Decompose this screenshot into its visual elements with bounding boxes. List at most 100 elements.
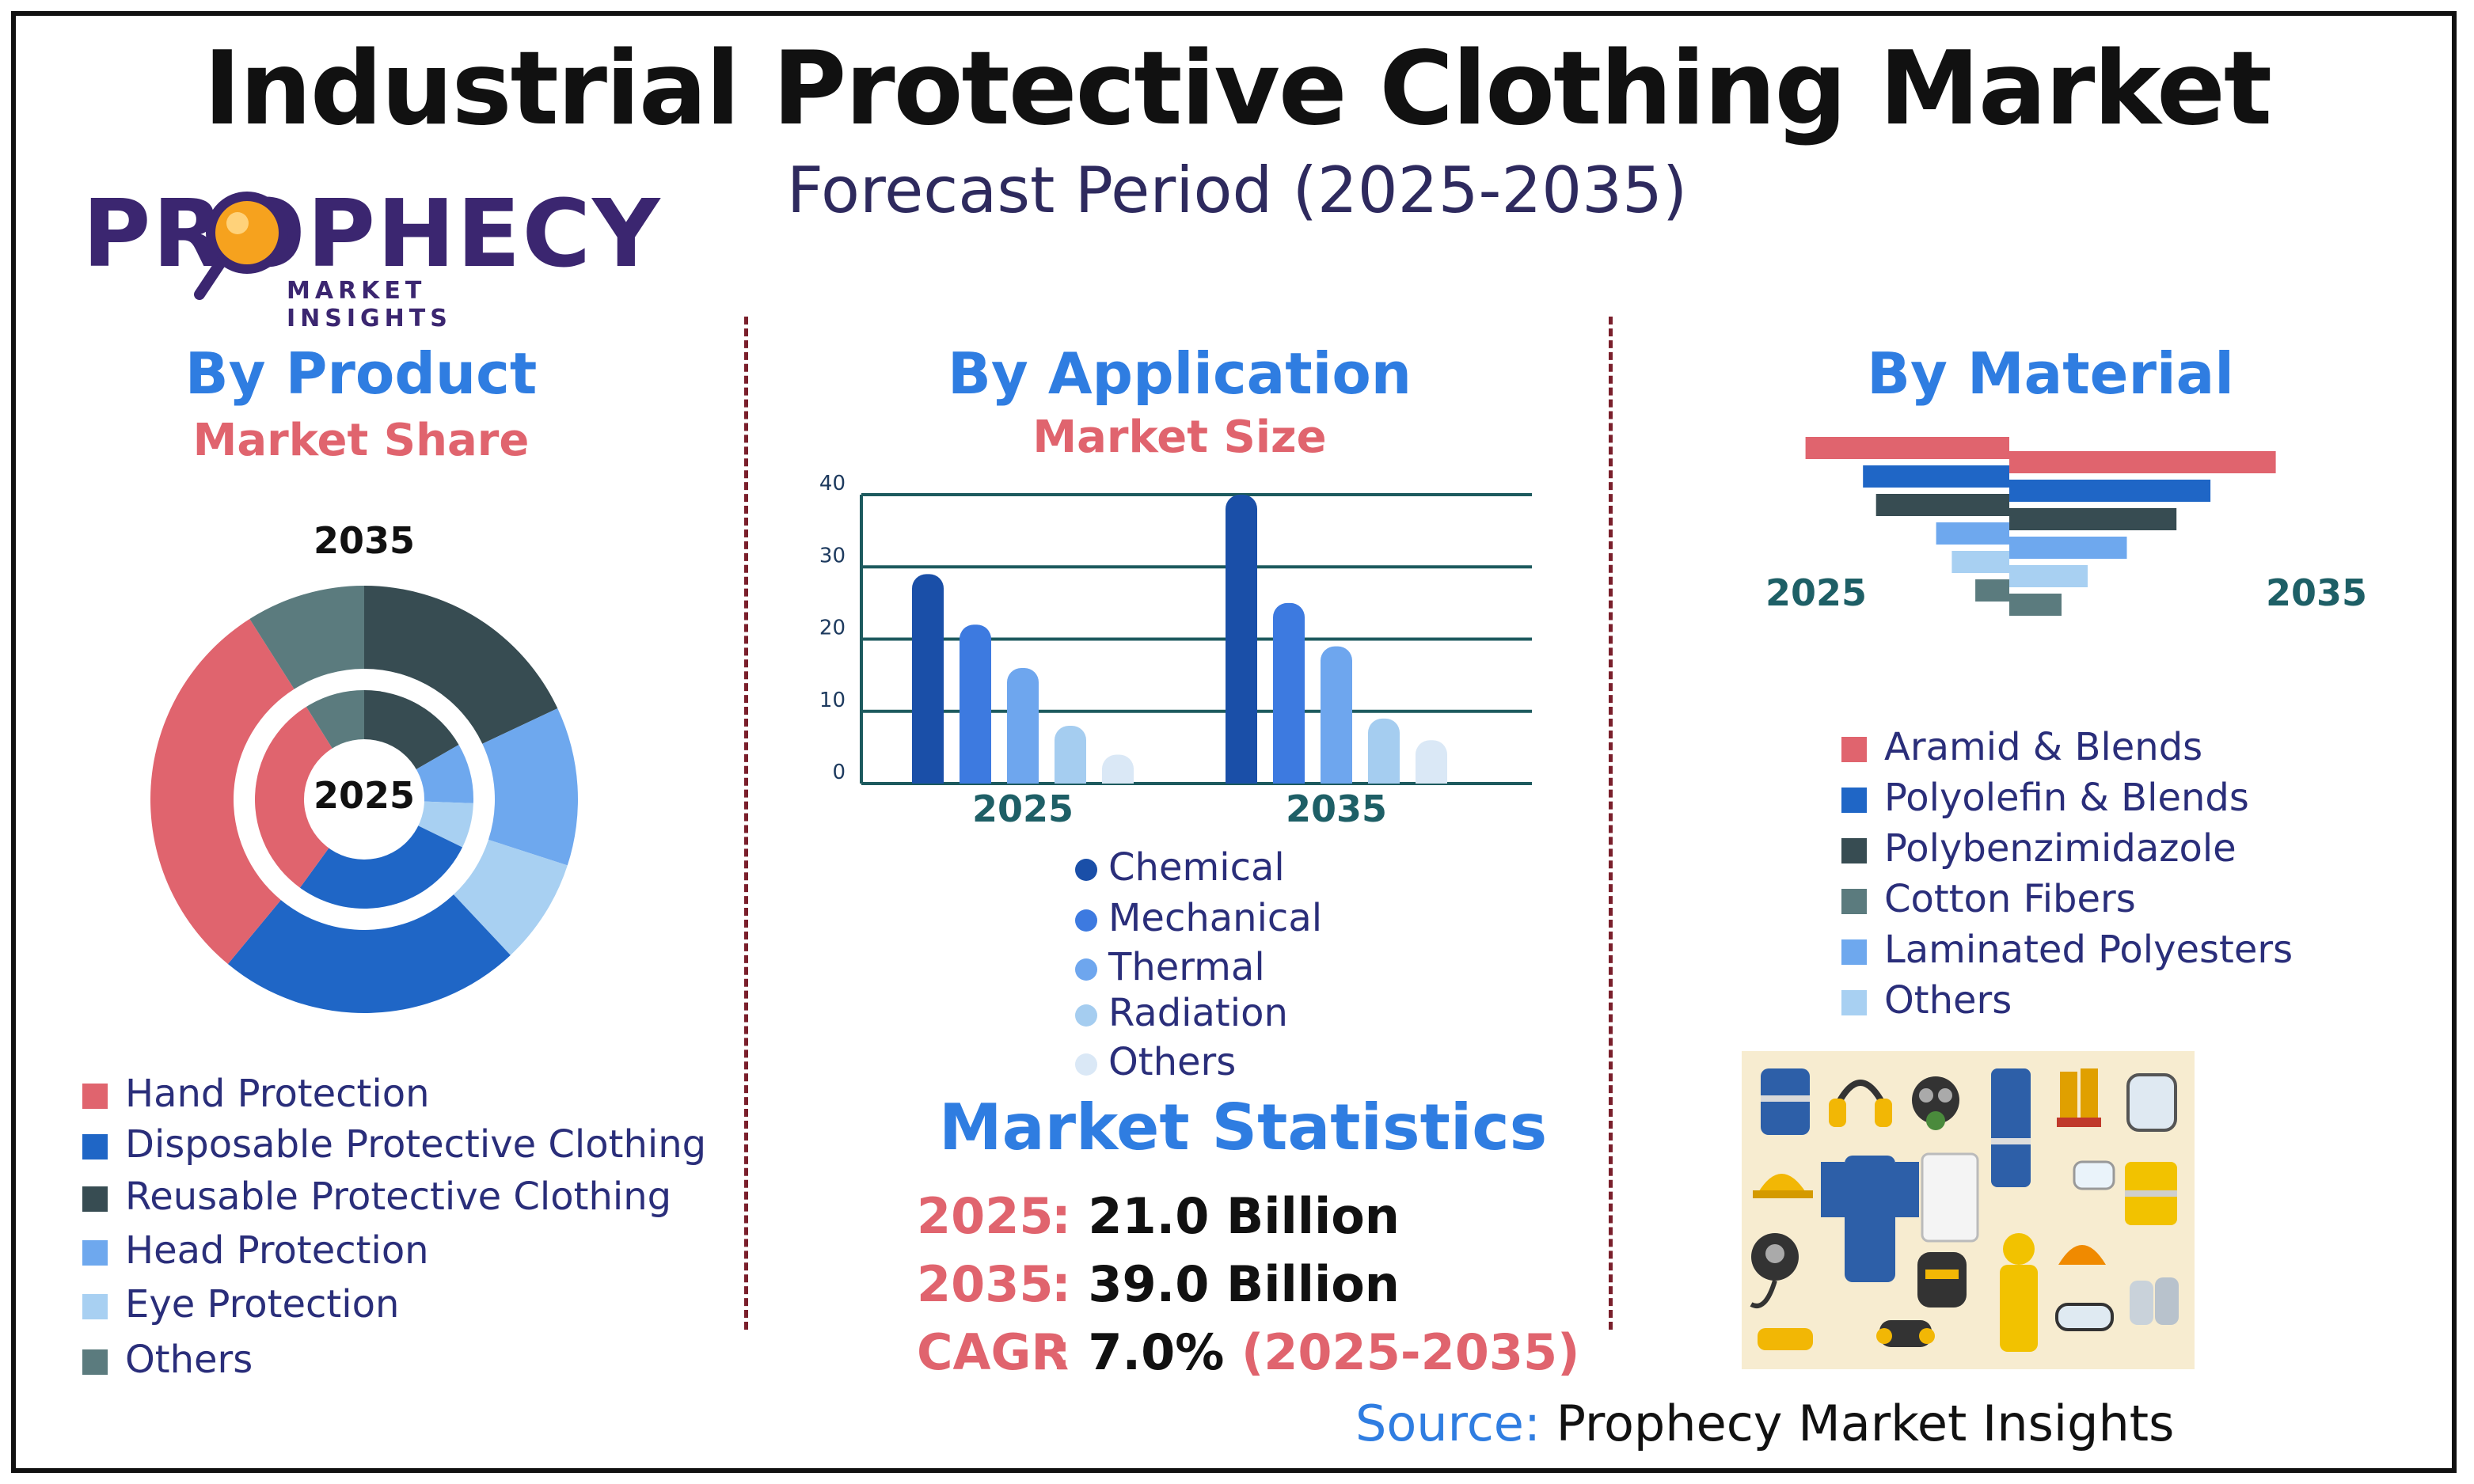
legend-item-radiation: Radiation	[1075, 989, 1288, 1037]
legend-label: Aramid & Blends	[1884, 725, 2203, 769]
section-divider-left	[744, 317, 748, 1330]
bar-thermal-2035	[1321, 646, 1352, 784]
stat-row-cagr: CAGR: 7.0% (2025-2035)	[917, 1323, 1579, 1381]
half-mask-respirator-icon	[1876, 1320, 1935, 1347]
section-divider-right	[1609, 317, 1613, 1330]
outer-ring-2035-slice-hand-protection	[150, 619, 295, 965]
bar-base-others-2025	[1102, 768, 1134, 784]
legend-item-chemical: Chemical	[1075, 844, 1285, 891]
outer-ring-2035-slice-disposable-protective-clothing	[227, 894, 511, 1013]
bar-2025-others	[1975, 579, 2009, 602]
legend-item-hand-protection: Hand Protection	[82, 1070, 430, 1118]
bar-2025-laminated-polyesters	[1951, 551, 2009, 573]
legend-label: Disposable Protective Clothing	[125, 1122, 707, 1167]
legend-swatch	[82, 1186, 108, 1212]
page-subtitle: Forecast Period (2025-2035)	[786, 154, 1688, 227]
stat-colon: :	[1051, 1255, 1071, 1313]
source-citation: Source: Prophecy Market Insights	[1355, 1395, 2174, 1452]
stat-row-2035: 2035: 39.0 Billion	[917, 1255, 1400, 1313]
coverall-icon	[1821, 1156, 1919, 1282]
stat-value: 39.0 Billion	[1088, 1255, 1400, 1313]
bar-base-radiation-2035	[1368, 768, 1400, 784]
stat-colon: :	[1051, 1323, 1071, 1381]
legend-swatch	[82, 1294, 108, 1319]
source-label: Source:	[1355, 1395, 1541, 1452]
application-legend: Chemical Mechanical Thermal Radiation Ot…	[1075, 844, 1392, 1097]
material-left-year-label: 2025	[1765, 571, 1868, 614]
x-tick-label-2025: 2025	[972, 788, 1074, 830]
legend-item-eye-protection: Eye Protection	[82, 1281, 399, 1328]
stat-colon: :	[1051, 1187, 1071, 1245]
legend-swatch	[1841, 788, 1867, 813]
y-tick-label: 20	[819, 617, 846, 640]
bar-thermal-2025	[1007, 668, 1039, 784]
donut-outer-year-label: 2035	[313, 519, 416, 562]
legend-swatch	[1841, 939, 1867, 965]
legend-label: Others	[1884, 978, 2012, 1023]
legend-dot	[1075, 909, 1097, 932]
legend-swatch	[82, 1349, 108, 1375]
gloves-icon	[1758, 1277, 2179, 1350]
bar-mechanical-2025	[960, 624, 991, 784]
y-tick-label: 40	[819, 472, 846, 495]
stat-key: CAGR	[917, 1323, 1070, 1381]
legend-swatch	[1841, 889, 1867, 914]
material-legend: Aramid & Blends Polyolefin & Blends Poly…	[1841, 723, 2316, 1040]
legend-item-head-protection: Head Protection	[82, 1227, 429, 1274]
donut-inner-year-label: 2025	[313, 774, 416, 817]
stat-value: 7.0%	[1088, 1323, 1225, 1381]
bar-base-mechanical-2025	[960, 768, 991, 784]
gas-mask-icon	[1912, 1076, 1959, 1130]
orange-hard-hat-icon	[2058, 1245, 2106, 1265]
safety-vest-icon	[1761, 1068, 1810, 1135]
bar-base-chemical-2025	[912, 768, 944, 784]
legend-label: Hand Protection	[125, 1072, 430, 1116]
respirator-icon	[1750, 1233, 1799, 1308]
donut-center-hole	[304, 739, 424, 860]
legend-item-polyolefin-blends: Polyolefin & Blends	[1841, 774, 2249, 822]
legend-swatch	[1841, 838, 1867, 863]
overalls-icon	[1991, 1068, 2031, 1187]
x-tick-label-2035: 2035	[1286, 788, 1387, 830]
market-statistics-title: Market Statistics	[939, 1091, 1548, 1164]
legend-label: Chemical	[1108, 845, 1285, 890]
legend-label: Mechanical	[1108, 896, 1323, 940]
hard-hat-icon	[1753, 1174, 1813, 1198]
safety-goggles-icon	[2055, 1303, 2114, 1331]
legend-label: Eye Protection	[125, 1282, 400, 1326]
legend-item-thermal: Thermal	[1075, 943, 1265, 991]
bar-2035-polyolefin-blends	[2009, 480, 2211, 502]
legend-swatch	[82, 1084, 108, 1109]
welding-helmet-icon	[1917, 1252, 1967, 1308]
bar-2035-aramid-blends	[2009, 451, 2276, 473]
bar-2035-polybenzimidazole	[2009, 508, 2177, 530]
hi-vis-vest-icon	[2125, 1162, 2177, 1225]
legend-label: Head Protection	[125, 1228, 429, 1273]
bar-2035-cotton-fibers	[2009, 537, 2127, 559]
legend-label: Polybenzimidazole	[1884, 826, 2236, 871]
source-value: Prophecy Market Insights	[1556, 1395, 2175, 1452]
logo-wordmark: PROPHECY	[82, 179, 662, 288]
legend-label: Cotton Fibers	[1884, 877, 2136, 921]
bar-2035-others	[2009, 594, 2062, 616]
face-shield-icon	[2126, 1073, 2177, 1132]
safety-boots-icon	[2057, 1068, 2101, 1127]
legend-item-disposable-protective-clothing: Disposable Protective Clothing	[82, 1121, 706, 1168]
outer-frame	[11, 11, 2457, 1473]
page-title: Industrial Protective Clothing Market	[203, 30, 2272, 148]
legend-item-mechanical: Mechanical	[1075, 894, 1322, 942]
bar-2025-aramid-blends	[1805, 437, 2009, 459]
bar-2025-cotton-fibers	[1936, 522, 2009, 545]
stat-period: (2025-2035)	[1241, 1323, 1580, 1381]
legend-item-others: Others	[1075, 1038, 1236, 1086]
legend-dot	[1075, 1004, 1097, 1027]
bar-base-radiation-2025	[1055, 768, 1086, 784]
bar-base-others-2035	[1416, 768, 1447, 784]
bar-base-mechanical-2035	[1273, 768, 1305, 784]
y-tick-label: 10	[819, 689, 846, 712]
y-tick-label: 30	[819, 544, 846, 567]
face-mask-icon	[2073, 1160, 2115, 1190]
product-section-subtitle: Market Share	[192, 415, 530, 466]
stat-row-2025: 2025: 21.0 Billion	[917, 1187, 1400, 1245]
legend-label: Reusable Protective Clothing	[125, 1175, 672, 1219]
